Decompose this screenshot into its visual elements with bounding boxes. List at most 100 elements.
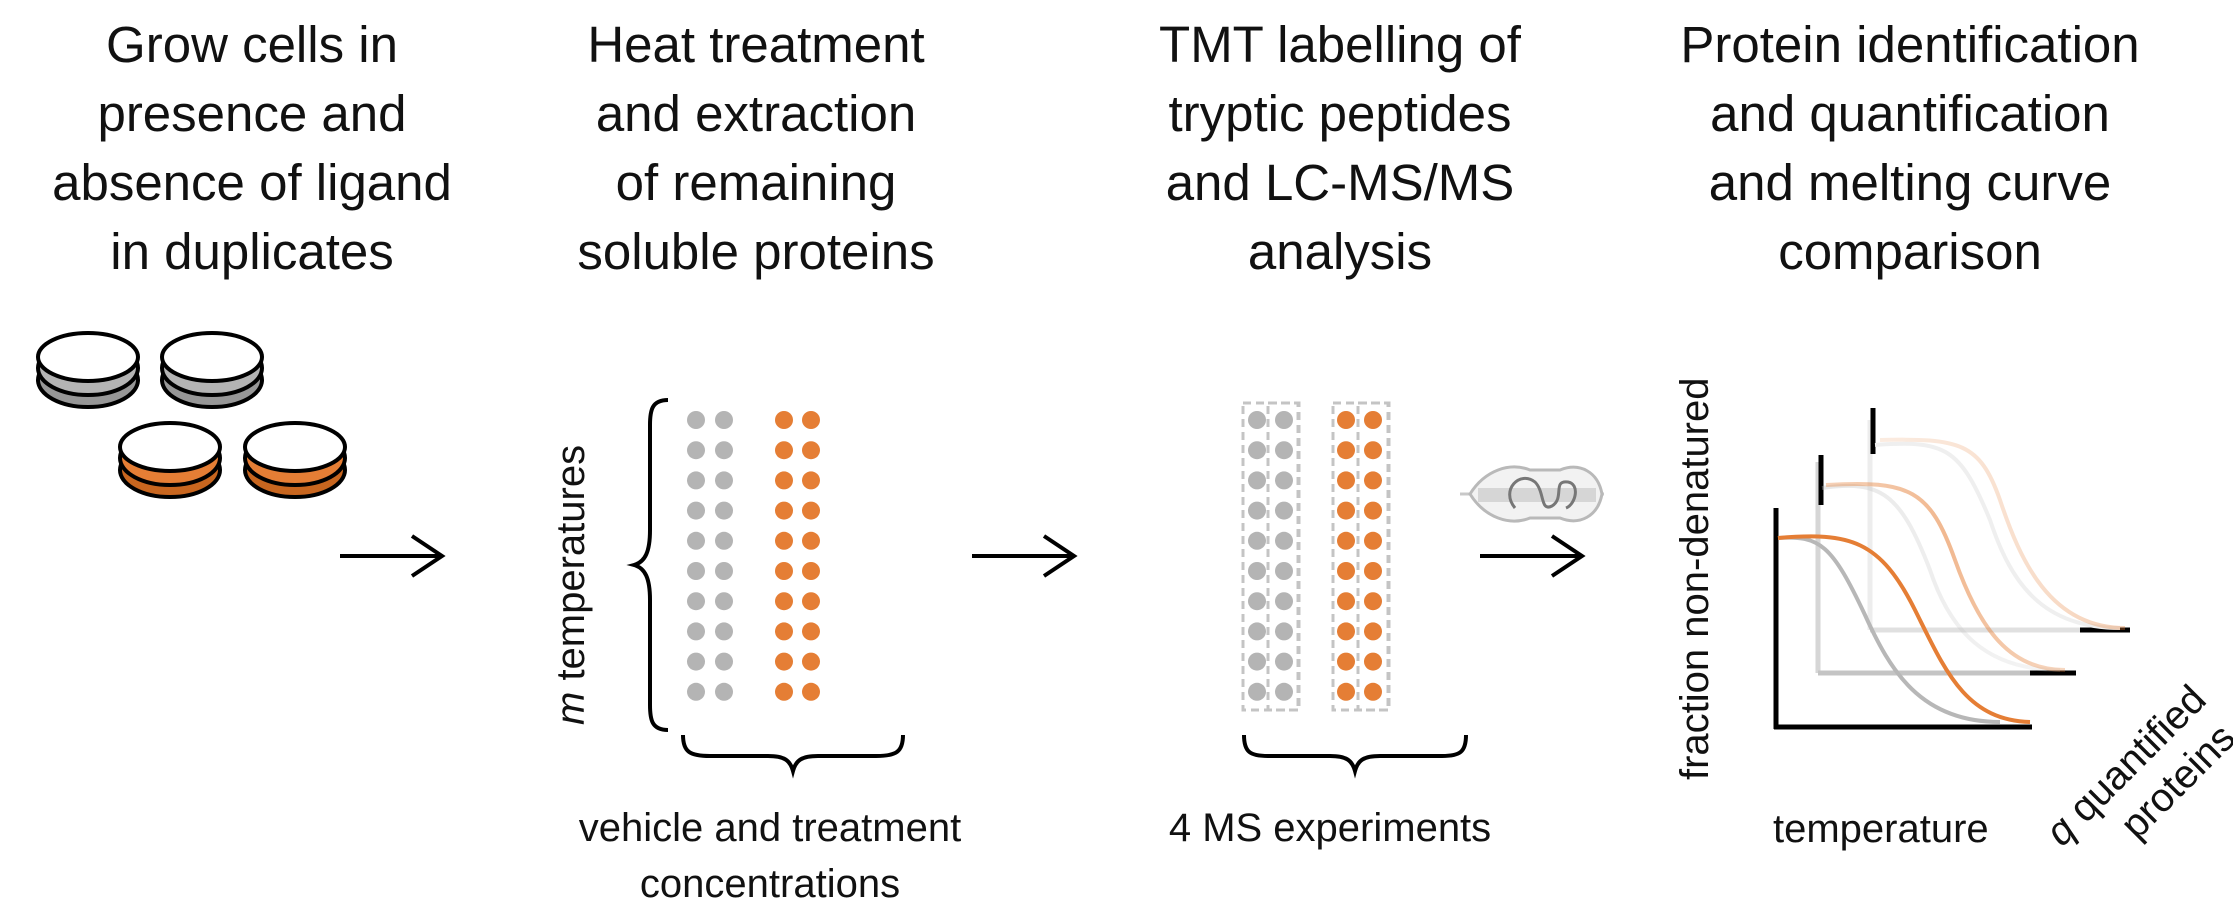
- step1-line2: presence and: [97, 85, 407, 142]
- vehicle-channel-dot: [1275, 471, 1293, 490]
- treatment-sample-dot: [775, 471, 793, 490]
- step4-line2: and quantification: [1710, 85, 2110, 142]
- vehicle-sample-dot: [715, 592, 733, 611]
- treatment-sample-dot: [775, 592, 793, 611]
- caption-vehicle-line2: concentrations: [639, 862, 901, 906]
- step1-line4: in duplicates: [110, 223, 394, 280]
- vehicle-sample-dot: [687, 592, 705, 611]
- vehicle-sample-dot: [715, 562, 733, 580]
- vehicle-channel-dot: [1248, 531, 1266, 550]
- caption-vehicle-line1: vehicle and treatment: [578, 806, 962, 850]
- step-title-heat-treatment: Heat treatment and extraction of remaini…: [508, 10, 1004, 286]
- step3-line4: analysis: [1247, 223, 1433, 280]
- treatment-sample-dot: [775, 531, 793, 550]
- ms-experiment-box: [1266, 401, 1300, 712]
- vehicle-channel-dot: [1248, 562, 1266, 580]
- treatment-sample-dot: [802, 471, 820, 490]
- mass-spectrometer-icon: [1460, 465, 1604, 523]
- vehicle-channel-dot: [1248, 652, 1266, 671]
- vehicle-sample-dot: [687, 471, 705, 490]
- treatment-sample-dot: [802, 501, 820, 520]
- vehicle-sample-dot: [715, 622, 733, 641]
- vehicle-channel-dot: [1248, 471, 1266, 490]
- treatment-sample-dot: [775, 652, 793, 671]
- arrow-right-icon: [1480, 534, 1586, 578]
- vehicle-sample-dot: [715, 501, 733, 520]
- step3-line1: TMT labelling of: [1159, 16, 1521, 73]
- step1-line1: Grow cells in: [106, 16, 398, 73]
- treatment-sample-dot: [802, 682, 820, 701]
- treatment-sample-dot: [775, 682, 793, 701]
- treatment-channel-dot: [1364, 501, 1382, 520]
- treatment-channel-dot: [1364, 441, 1382, 460]
- step-title-tmt-labelling: TMT labelling of tryptic peptides and LC…: [1090, 10, 1590, 286]
- vehicle-channel-dot: [1248, 411, 1266, 429]
- treatment-channel-dot: [1364, 471, 1382, 490]
- vehicle-sample-dot: [687, 501, 705, 520]
- temperatures-text: temperatures: [549, 445, 593, 692]
- vehicle-channel-dot: [1248, 501, 1266, 520]
- vehicle-channel-dot: [1248, 622, 1266, 641]
- vehicle-channel-dot: [1248, 682, 1266, 701]
- step-title-protein-identification: Protein identification and quantificatio…: [1640, 10, 2180, 286]
- treatment-sample-dot: [775, 411, 793, 429]
- step-title-grow-cells: Grow cells in presence and absence of li…: [0, 10, 504, 286]
- m-variable: m: [549, 692, 593, 725]
- treatment-channel-dot: [1364, 411, 1382, 429]
- vehicle-channel-dot: [1248, 441, 1266, 460]
- vehicle-channel-dot: [1248, 592, 1266, 611]
- treatment-sample-dot: [775, 622, 793, 641]
- vehicle-channel-dot: [1275, 411, 1293, 429]
- step1-line3: absence of ligand: [52, 154, 452, 211]
- vehicle-sample-dot: [715, 411, 733, 429]
- vehicle-channel-dot: [1275, 562, 1293, 580]
- x-axis-label: temperature: [1773, 807, 1989, 851]
- treatment-sample-dot: [802, 531, 820, 550]
- protein-panel-back: [1867, 408, 2130, 633]
- proteins-axis-label: q quantified proteins: [2037, 677, 2233, 854]
- caption-ms-line: 4 MS experiments: [1168, 806, 1492, 850]
- step4-line4: comparison: [1778, 223, 2042, 280]
- arrow-right-icon: [340, 534, 446, 578]
- treatment-channel-dot: [1364, 622, 1382, 641]
- protein-panel-middle: [1815, 455, 2076, 676]
- treatment-sample-dot: [802, 592, 820, 611]
- treatment-channel-dot: [1364, 652, 1382, 671]
- step2-line3: of remaining: [615, 154, 897, 211]
- petri-dish-icon: [118, 421, 222, 499]
- tmt-channel-grid: [1241, 401, 1391, 712]
- petri-dish-icon: [243, 421, 347, 499]
- step4-line3: and melting curve: [1708, 154, 2112, 211]
- treatment-sample-dot: [775, 501, 793, 520]
- curly-brace-icon: [626, 398, 669, 732]
- treatment-channel-dot: [1337, 411, 1355, 429]
- curly-brace-icon: [1242, 734, 1468, 779]
- y-axis-label: fraction non-denatured: [1673, 378, 1717, 781]
- vehicle-channel-dot: [1275, 592, 1293, 611]
- vehicle-channel-dot: [1275, 441, 1293, 460]
- step4-line1: Protein identification: [1680, 16, 2140, 73]
- treatment-channel-dot: [1337, 592, 1355, 611]
- vehicle-channel-dot: [1275, 652, 1293, 671]
- petri-dish-icon: [36, 331, 140, 409]
- vehicle-sample-dot: [687, 531, 705, 550]
- vehicle-sample-dot: [687, 682, 705, 701]
- vehicle-sample-dot: [715, 531, 733, 550]
- vehicle-channel-dot: [1275, 622, 1293, 641]
- treatment-channel-dot: [1337, 471, 1355, 490]
- treatment-channel-dot: [1337, 652, 1355, 671]
- caption-ms-experiments: 4 MS experiments: [1110, 800, 1550, 856]
- vehicle-sample-dot: [687, 622, 705, 641]
- vehicle-channel-dot: [1275, 501, 1293, 520]
- protein-panel-front: [1773, 508, 2032, 730]
- treatment-channel-dot: [1337, 501, 1355, 520]
- vehicle-sample-dot: [715, 682, 733, 701]
- treatment-channel-dot: [1337, 531, 1355, 550]
- treatment-sample-dot: [802, 562, 820, 580]
- arrow-right-icon: [972, 534, 1078, 578]
- treatment-sample-dot: [802, 652, 820, 671]
- step3-line3: and LC-MS/MS: [1165, 154, 1515, 211]
- step2-line1: Heat treatment: [587, 16, 925, 73]
